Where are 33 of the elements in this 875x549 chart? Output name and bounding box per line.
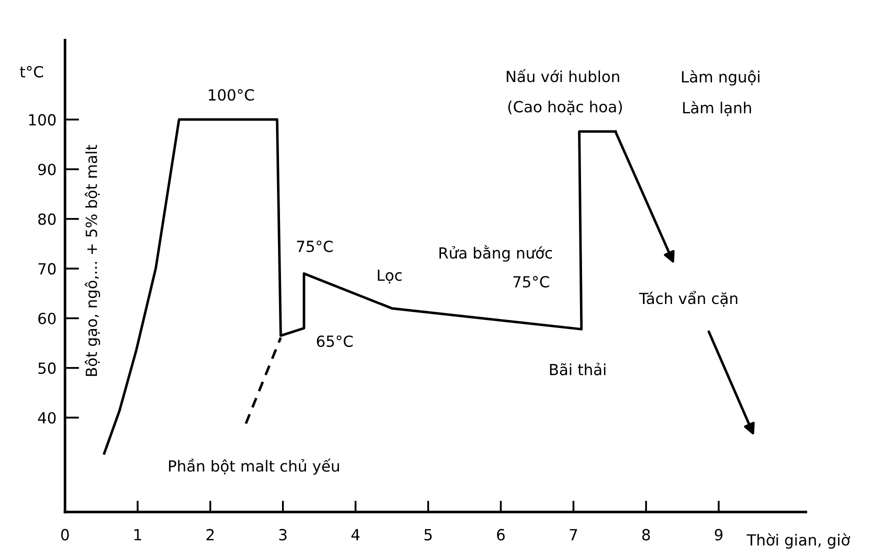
annotation: Bãi thải [550, 362, 606, 376]
y-tick-label: 40 [38, 412, 56, 424]
x-tick-label: 0 [61, 528, 69, 540]
annotation: Bột gạo, ngô,... + 5% bột malt [84, 144, 100, 376]
annotation: Làm lạnh [683, 101, 751, 116]
y-axis-title: t°C [20, 66, 43, 78]
y-tick-label: 50 [38, 362, 56, 374]
x-tick-label: 8 [642, 528, 650, 540]
annotation: Tách vẩn cặn [639, 290, 738, 307]
x-tick-label: 6 [497, 528, 505, 540]
x-tick-label: 1 [134, 529, 142, 540]
y-tick-label: 60 [38, 312, 56, 324]
x-tick-label: 5 [424, 529, 432, 540]
annotation: 65°C [316, 335, 353, 348]
annotation: (Cao hoặc hoa) [508, 100, 622, 116]
annotation: 75°C [513, 276, 550, 288]
x-axis-title: Thời gian, giờ [746, 533, 850, 549]
y-tick-label: 80 [38, 213, 56, 225]
y-tick-label: 90 [38, 164, 56, 176]
x-tick-label: 7 [570, 529, 577, 540]
x-tick-label: 3 [279, 528, 287, 540]
annotation: Lọc [378, 270, 402, 284]
x-tick-label: 4 [351, 529, 360, 540]
x-tick-label: 9 [714, 528, 722, 540]
annotation: Phần bột malt chủ yếu [169, 458, 339, 475]
annotation: 100°C [208, 89, 254, 101]
annotation: Nấu với hublon [506, 69, 620, 82]
annotation: Làm nguội [682, 70, 760, 86]
x-tick-label: 2 [206, 528, 214, 540]
y-tick-label: 70 [38, 263, 56, 275]
annotation: 75°C [297, 240, 333, 252]
y-tick-label: 100 [29, 114, 56, 126]
annotation: Rửa bằng nước [439, 245, 552, 262]
